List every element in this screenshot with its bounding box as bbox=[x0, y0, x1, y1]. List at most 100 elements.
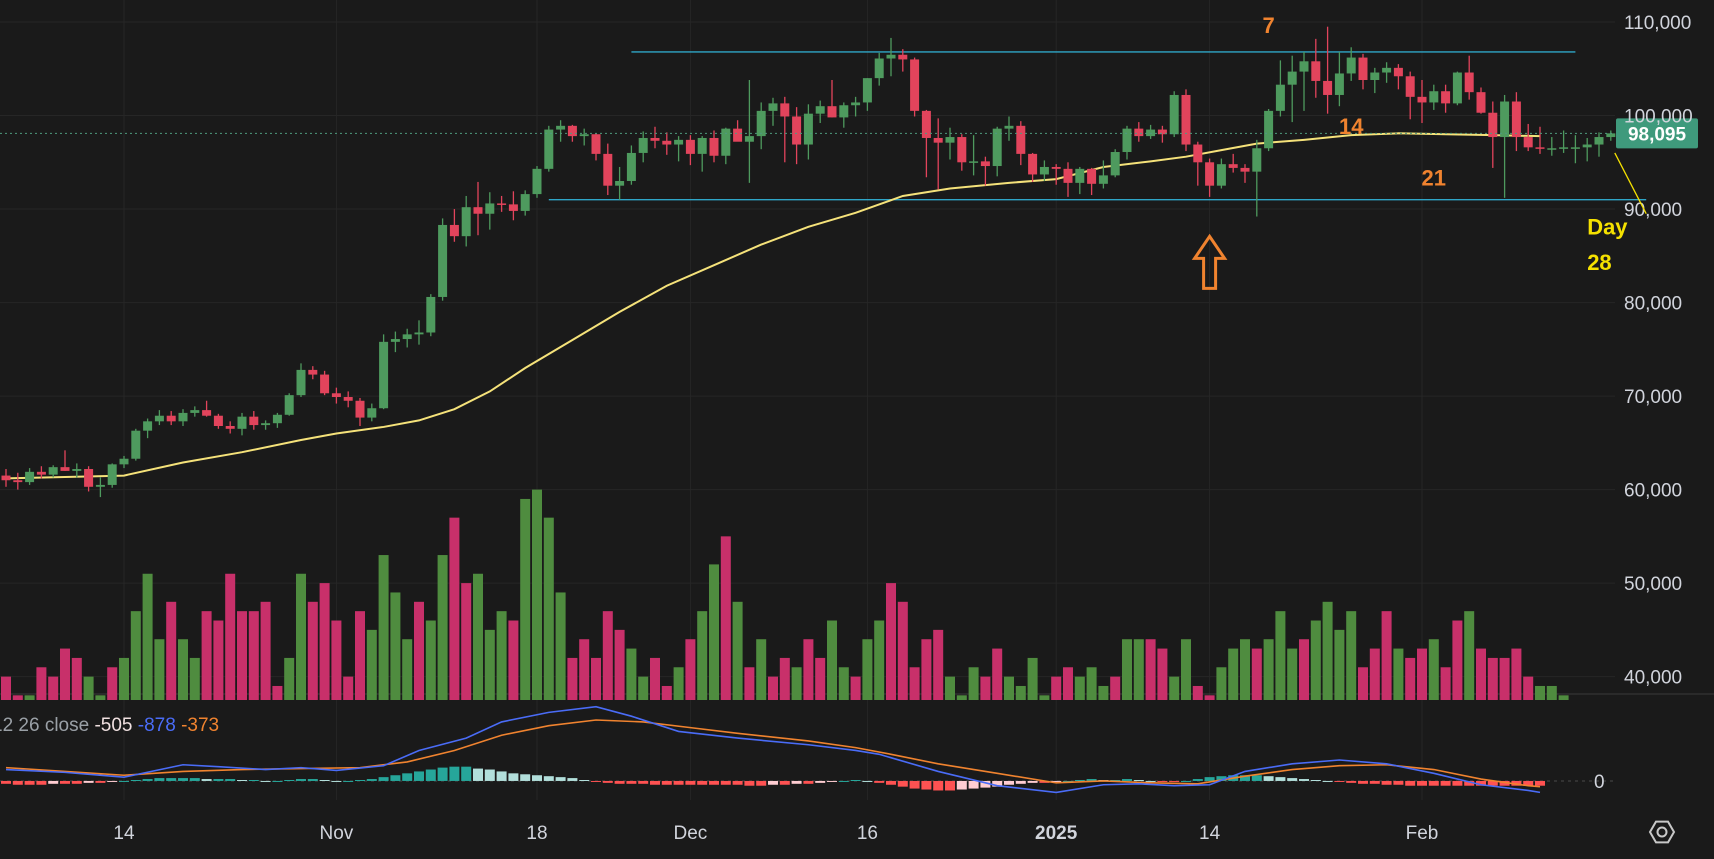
candle[interactable] bbox=[1122, 125, 1132, 160]
candle[interactable] bbox=[556, 120, 566, 142]
moving-average-line[interactable] bbox=[5, 132, 1541, 480]
candle[interactable] bbox=[485, 192, 495, 230]
candle[interactable] bbox=[308, 366, 318, 380]
candle[interactable] bbox=[709, 130, 719, 163]
candle[interactable] bbox=[261, 420, 271, 430]
candle[interactable] bbox=[874, 52, 884, 86]
candle[interactable] bbox=[449, 209, 459, 242]
candle[interactable] bbox=[1476, 87, 1486, 114]
candle[interactable] bbox=[626, 145, 636, 185]
candle[interactable] bbox=[980, 156, 990, 186]
candle[interactable] bbox=[768, 97, 778, 126]
candle[interactable] bbox=[1323, 26, 1333, 114]
candle[interactable] bbox=[1228, 153, 1238, 173]
candle[interactable] bbox=[1016, 121, 1026, 166]
candle[interactable] bbox=[119, 455, 129, 469]
candle[interactable] bbox=[1582, 137, 1592, 162]
candle[interactable] bbox=[662, 132, 672, 155]
candle[interactable] bbox=[1382, 62, 1392, 83]
candle[interactable] bbox=[862, 78, 872, 111]
candle[interactable] bbox=[1063, 162, 1073, 197]
candle[interactable] bbox=[1240, 164, 1250, 183]
candle[interactable] bbox=[72, 463, 82, 478]
candle[interactable] bbox=[744, 80, 754, 183]
candle[interactable] bbox=[343, 391, 353, 408]
candle[interactable] bbox=[296, 363, 306, 398]
candle[interactable] bbox=[1087, 167, 1097, 196]
candle[interactable] bbox=[95, 477, 105, 498]
candle[interactable] bbox=[1311, 38, 1321, 98]
candle[interactable] bbox=[497, 195, 507, 212]
candle[interactable] bbox=[792, 107, 802, 165]
candle[interactable] bbox=[1075, 166, 1085, 195]
candle[interactable] bbox=[379, 334, 389, 410]
candle[interactable] bbox=[143, 418, 153, 439]
candle[interactable] bbox=[48, 465, 58, 478]
candle[interactable] bbox=[1500, 94, 1510, 198]
candle[interactable] bbox=[898, 49, 908, 72]
candle[interactable] bbox=[733, 120, 743, 142]
candle[interactable] bbox=[1452, 71, 1462, 106]
candle[interactable] bbox=[933, 118, 943, 190]
candle[interactable] bbox=[851, 96, 861, 117]
candle[interactable] bbox=[969, 135, 979, 176]
candle[interactable] bbox=[1570, 135, 1580, 164]
candle[interactable] bbox=[1216, 158, 1226, 189]
candle[interactable] bbox=[839, 102, 849, 128]
candle[interactable] bbox=[1606, 130, 1616, 141]
candle[interactable] bbox=[331, 387, 341, 404]
candle[interactable] bbox=[1193, 141, 1203, 186]
candle[interactable] bbox=[1417, 80, 1427, 124]
candle[interactable] bbox=[84, 466, 94, 492]
last-price-tag[interactable]: 98,095 bbox=[1616, 118, 1698, 149]
candle[interactable] bbox=[1157, 125, 1167, 143]
candle[interactable] bbox=[355, 397, 365, 427]
candle[interactable] bbox=[756, 102, 766, 150]
candle[interactable] bbox=[60, 450, 70, 471]
candle[interactable] bbox=[992, 126, 1002, 177]
candle[interactable] bbox=[1134, 122, 1144, 142]
candle[interactable] bbox=[237, 412, 247, 436]
candle[interactable] bbox=[367, 403, 377, 422]
candle[interactable] bbox=[473, 181, 483, 236]
candle[interactable] bbox=[284, 393, 294, 416]
candle[interactable] bbox=[827, 80, 837, 118]
candle[interactable] bbox=[13, 472, 23, 490]
candle[interactable] bbox=[1464, 55, 1474, 100]
candle[interactable] bbox=[1488, 101, 1498, 168]
candle[interactable] bbox=[166, 411, 176, 426]
candle[interactable] bbox=[1346, 47, 1356, 81]
candle[interactable] bbox=[1370, 67, 1380, 94]
candle[interactable] bbox=[508, 191, 518, 221]
candle[interactable] bbox=[697, 136, 707, 172]
candle[interactable] bbox=[1028, 152, 1038, 182]
candle[interactable] bbox=[1205, 158, 1215, 197]
candle[interactable] bbox=[1594, 132, 1604, 157]
candle[interactable] bbox=[803, 104, 813, 160]
candle[interactable] bbox=[154, 410, 164, 426]
candle[interactable] bbox=[815, 100, 825, 124]
candle[interactable] bbox=[213, 413, 223, 429]
candle[interactable] bbox=[414, 320, 424, 345]
candle[interactable] bbox=[36, 466, 46, 479]
candle[interactable] bbox=[1547, 137, 1557, 156]
candle[interactable] bbox=[1098, 160, 1108, 189]
candle[interactable] bbox=[225, 421, 235, 434]
candle[interactable] bbox=[603, 143, 613, 196]
settings-gear-icon[interactable] bbox=[1648, 820, 1676, 844]
candle[interactable] bbox=[1334, 51, 1344, 107]
candle[interactable] bbox=[1299, 51, 1309, 111]
candle[interactable] bbox=[1110, 149, 1120, 178]
candle[interactable] bbox=[1523, 123, 1533, 152]
candle[interactable] bbox=[579, 128, 589, 146]
candle[interactable] bbox=[249, 411, 259, 430]
candle[interactable] bbox=[1181, 89, 1191, 152]
candle[interactable] bbox=[1358, 53, 1368, 90]
candle[interactable] bbox=[178, 409, 188, 427]
candle[interactable] bbox=[1393, 64, 1403, 90]
candle[interactable] bbox=[1004, 116, 1014, 141]
candle[interactable] bbox=[1511, 92, 1521, 152]
candle[interactable] bbox=[1264, 108, 1274, 152]
candle[interactable] bbox=[1146, 124, 1156, 139]
